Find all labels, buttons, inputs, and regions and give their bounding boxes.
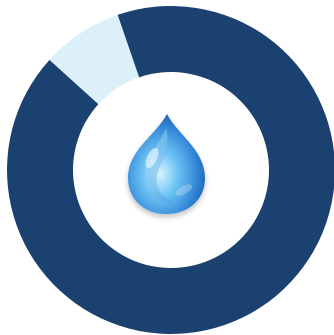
water-drop-icon (128, 114, 205, 214)
donut-slice-2 (49, 14, 140, 105)
slices-layer (7, 6, 334, 334)
donut-slice-1 (7, 6, 334, 334)
